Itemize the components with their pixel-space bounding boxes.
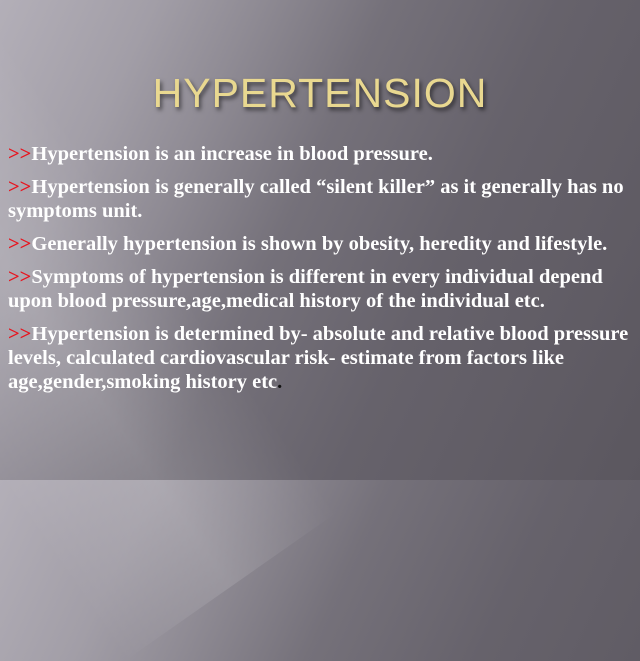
bullet-marker: >> (8, 266, 32, 288)
paragraph-text: Hypertension is an increase in blood pre… (31, 143, 433, 165)
paragraph-text: Generally hypertension is shown by obesi… (31, 233, 608, 255)
paragraph-text: Symptoms of hypertension is different in… (8, 266, 603, 312)
paragraph: >>Generally hypertension is shown by obe… (8, 232, 638, 256)
paragraph: >>Hypertension is determined by- absolut… (8, 322, 638, 394)
slide-body: >>Hypertension is an increase in blood p… (8, 142, 638, 403)
final-period: . (277, 371, 283, 393)
bullet-marker: >> (8, 143, 32, 165)
bullet-marker: >> (8, 233, 32, 255)
slide-title: HYPERTENSION (152, 70, 488, 116)
bullet-marker: >> (8, 176, 32, 198)
paragraph: >>Symptoms of hypertension is different … (8, 265, 638, 313)
paragraph-text: Hypertension is generally called “silent… (8, 176, 624, 222)
paragraph: >>Hypertension is an increase in blood p… (8, 142, 638, 166)
bullet-marker: >> (8, 323, 32, 345)
paragraph: >>Hypertension is generally called “sile… (8, 175, 638, 223)
paragraph-text: Hypertension is determined by- absolute … (8, 323, 629, 393)
